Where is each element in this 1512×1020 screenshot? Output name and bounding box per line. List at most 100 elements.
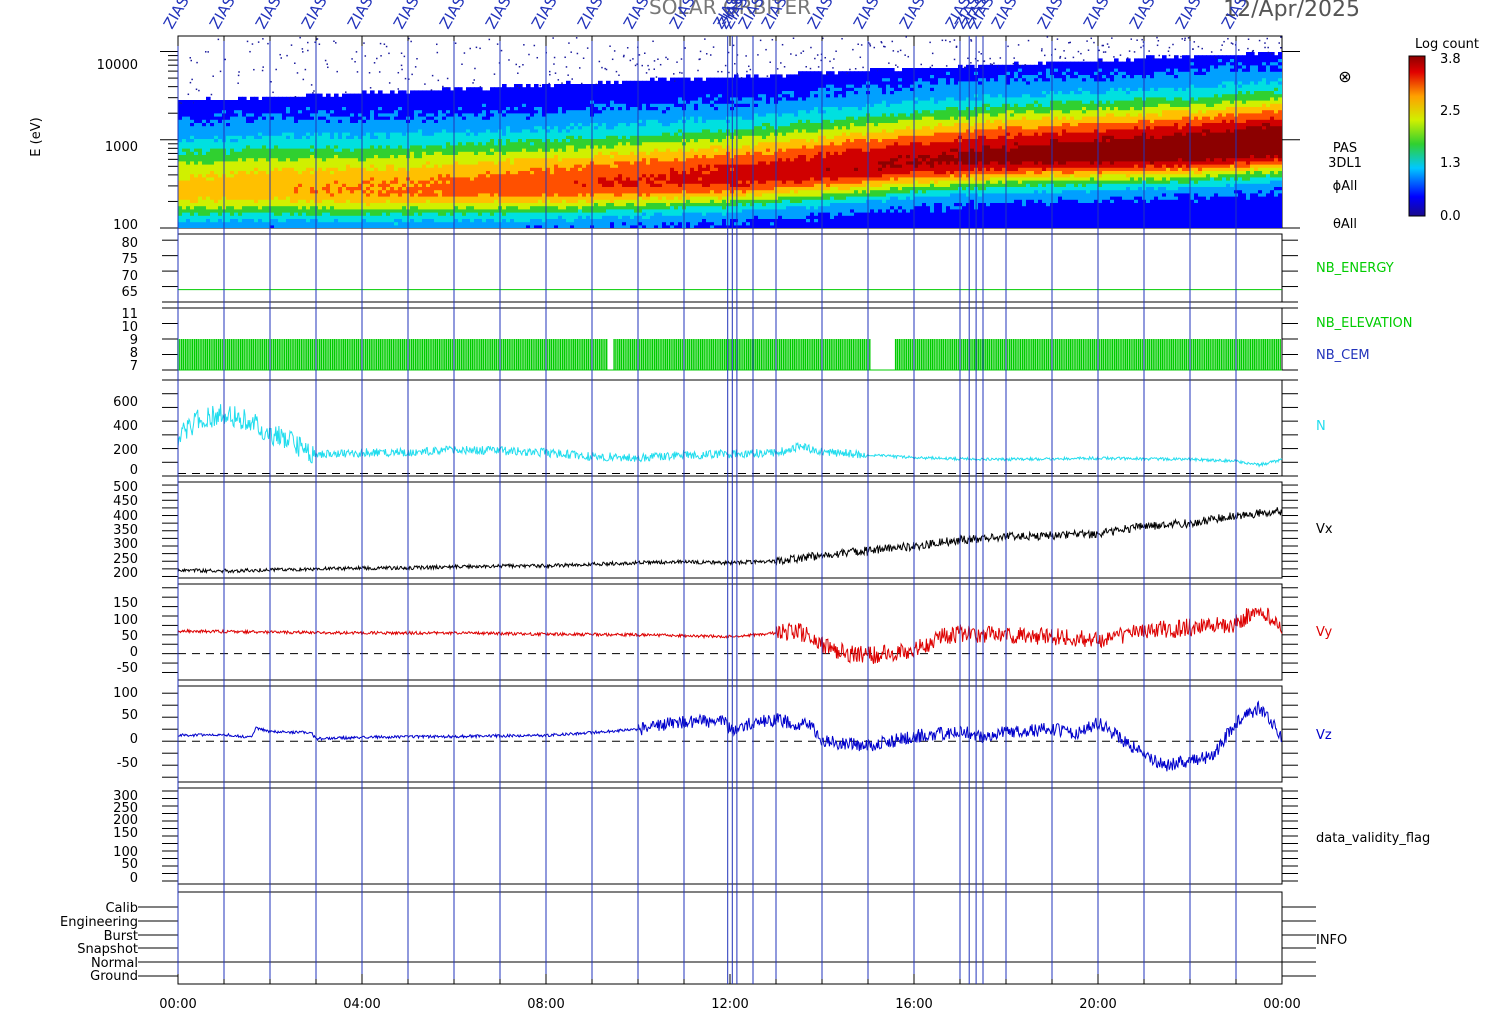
spectrogram-cell — [338, 189, 343, 194]
spectrogram-cell — [198, 160, 203, 165]
spectrogram-cell — [434, 112, 439, 117]
spectrogram-cell — [206, 196, 211, 200]
spectrogram-cell — [234, 151, 239, 155]
spectrogram-cell — [494, 196, 499, 200]
spectrogram-cell — [206, 157, 211, 162]
spectrogram-speckle — [565, 66, 568, 68]
spectrogram-cell — [202, 192, 207, 197]
spectrogram-cell — [450, 122, 455, 127]
spectrogram-cell — [254, 208, 259, 213]
spectrogram-cell — [326, 224, 331, 228]
spectrogram-cell — [182, 212, 187, 216]
spectrogram-cell — [190, 138, 195, 143]
spectrogram-cell — [402, 148, 407, 152]
spectrogram-cell — [390, 224, 395, 228]
spectrogram-cell — [234, 218, 239, 223]
spectrogram-cell — [478, 173, 483, 178]
spectrogram-cell — [202, 224, 207, 228]
spectrogram-cell — [290, 112, 295, 117]
spectrogram-cell — [402, 109, 407, 114]
spectrogram-cell — [178, 103, 183, 107]
spectrogram-cell — [330, 119, 335, 123]
spectrogram-cell — [366, 106, 371, 111]
spectrogram-cell — [486, 96, 491, 101]
spectrogram-cell — [286, 202, 291, 207]
spectrogram-cell — [494, 173, 499, 178]
spectrogram-cell — [434, 189, 439, 194]
spectrogram-cell — [486, 208, 491, 213]
spectrogram-cell — [414, 221, 419, 226]
spectrogram-cell — [286, 199, 291, 203]
spectrogram-cell — [442, 109, 447, 114]
spectrogram-cell — [414, 186, 419, 191]
spectrogram-cell — [438, 96, 443, 101]
spectrogram-cell — [338, 122, 343, 127]
spectrogram-cell — [414, 154, 419, 159]
spectrogram-cell — [322, 141, 327, 146]
spectrogram-cell — [214, 202, 219, 207]
spectrogram-cell — [294, 192, 299, 197]
spectrogram-cell — [374, 212, 379, 216]
spectrogram-cell — [186, 128, 191, 133]
spectrogram-cell — [286, 170, 291, 175]
spectrogram-cell — [470, 202, 475, 207]
spectrogram-cell — [318, 221, 323, 226]
spectrogram-cell — [462, 128, 467, 133]
spectrogram-cell — [306, 176, 311, 181]
spectrogram-cell — [310, 135, 315, 139]
spectrogram-cell — [294, 132, 299, 136]
spectrogram-cell — [322, 157, 327, 162]
spectrogram-cell — [182, 170, 187, 175]
spectrogram-cell — [258, 160, 263, 165]
spectrogram-cell — [346, 164, 351, 168]
spectrogram-cell — [378, 138, 383, 143]
spectrogram-cell — [462, 202, 467, 207]
spectrogram-cell — [306, 106, 311, 111]
spectrogram-cell — [518, 100, 523, 104]
spectrogram-cell — [434, 192, 439, 197]
spectrogram-speckle — [518, 66, 521, 68]
spectrogram-cell — [370, 96, 375, 101]
spectrogram-cell — [386, 189, 391, 194]
spectrogram-cell — [482, 138, 487, 143]
spectrogram-cell — [434, 215, 439, 219]
spectrogram-cell — [486, 112, 491, 117]
spectrogram-cell — [190, 212, 195, 216]
spectrogram-cell — [266, 141, 271, 146]
spectrogram-cell — [418, 125, 423, 130]
spectrogram-cell — [310, 215, 315, 219]
spectrogram-cell — [330, 100, 335, 104]
spectrogram-cell — [194, 122, 199, 127]
spectrogram-cell — [398, 128, 403, 133]
spectrogram-cell — [274, 109, 279, 114]
spectrogram-cell — [286, 212, 291, 216]
spectrogram-cell — [426, 135, 431, 139]
spectrogram-cell — [318, 205, 323, 210]
spectrogram-cell — [514, 202, 519, 207]
spectrogram-cell — [414, 202, 419, 207]
spectrogram-cell — [190, 154, 195, 159]
spectrogram-cell — [374, 93, 379, 98]
spectrogram-cell — [490, 103, 495, 107]
spectrogram-cell — [318, 96, 323, 101]
spectrogram-cell — [394, 144, 399, 149]
spectrogram-cell — [270, 208, 275, 213]
spectrogram-cell — [370, 138, 375, 143]
spectrogram-cell — [278, 135, 283, 139]
spectrogram-cell — [518, 103, 523, 107]
spectrogram-cell — [370, 141, 375, 146]
spectrogram-cell — [354, 176, 359, 181]
spectrogram-cell — [270, 125, 275, 130]
spectrogram-cell — [438, 199, 443, 203]
spectrogram-cell — [382, 119, 387, 123]
spectrogram-cell — [198, 208, 203, 213]
spectrogram-cell — [330, 183, 335, 187]
spectrogram-cell — [466, 103, 471, 107]
spectrogram-cell — [386, 224, 391, 228]
spectrogram-cell — [514, 128, 519, 133]
spectrogram-cell — [454, 87, 459, 91]
spectrogram-cell — [366, 180, 371, 184]
spectrogram-cell — [442, 151, 447, 155]
spectrogram-cell — [302, 132, 307, 136]
spectrogram-cell — [466, 170, 471, 175]
